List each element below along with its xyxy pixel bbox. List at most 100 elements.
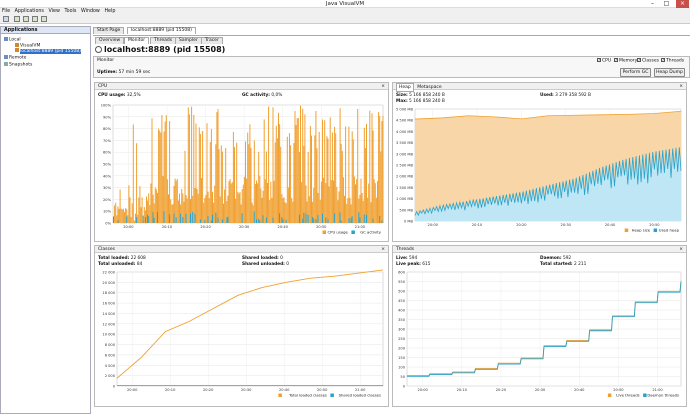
cpu-bar (204, 197, 206, 223)
cpu-bar (186, 198, 188, 223)
menu-applications[interactable]: Applications (14, 9, 44, 14)
perform-gc-button[interactable]: Perform GC (620, 68, 651, 77)
x-tick-label: 20:00 (127, 388, 138, 392)
cpu-bar (344, 195, 345, 223)
gc-bar (315, 219, 317, 223)
cpu-bar (312, 201, 314, 223)
menu-help[interactable]: Help (104, 9, 116, 14)
cpu-bar (302, 108, 304, 223)
cpu-bar (116, 215, 118, 223)
cpu-checkbox[interactable]: ✓CPU (597, 58, 612, 64)
gc-bar (298, 214, 300, 223)
x-tick-label: 20:00 (123, 225, 134, 229)
menu-window[interactable]: Window (80, 9, 100, 14)
add-coredump-icon[interactable] (41, 16, 47, 22)
tab-tracer[interactable]: Tracer (201, 37, 223, 44)
cpu-bar (351, 131, 353, 223)
cpu-bar (214, 185, 216, 223)
gc-bar (359, 217, 361, 223)
legend-swatch (624, 228, 629, 232)
heap-panel: Heap Metaspace × Size: 5 166 858 240 B U… (392, 82, 687, 242)
x-tick-label: 20:20 (496, 388, 507, 392)
add-snapshot-icon[interactable] (32, 16, 38, 22)
y-tick-label: 90% (103, 115, 112, 119)
cpu-bar (201, 178, 202, 223)
close-icon[interactable]: × (676, 0, 689, 8)
cpu-bar (358, 198, 360, 223)
cpu-bar (335, 133, 337, 223)
tree-item-visualvm[interactable]: VisualVM (15, 43, 40, 49)
add-host-icon[interactable] (23, 16, 29, 22)
view-tabs: Overview Monitor Threads Sampler Tracer (93, 35, 690, 44)
cpu-bar (239, 192, 241, 223)
gc-bar (282, 219, 284, 223)
y-tick-label: 300 (398, 328, 406, 332)
cpu-bar (347, 198, 349, 223)
add-jmx-icon[interactable] (14, 16, 20, 22)
x-tick-label: 20:10 (165, 388, 176, 392)
gc-bar (322, 213, 323, 223)
cpu-bar (320, 181, 322, 223)
cpu-bar (232, 131, 234, 223)
tree-item-snapshots[interactable]: Snapshots (4, 62, 32, 68)
close-icon[interactable]: × (679, 84, 683, 89)
cpu-bar (377, 181, 378, 223)
menu-view[interactable]: View (48, 9, 60, 14)
live-peak-stat: Live peak: 615 (396, 262, 431, 267)
maximize-icon[interactable]: □ (663, 0, 670, 7)
menu-tools[interactable]: Tools (64, 9, 77, 14)
shared-unloaded-stat: Shared unloaded: 0 (242, 262, 289, 267)
heap-dump-button[interactable]: Heap Dump (654, 68, 685, 77)
x-tick-label: 20:40 (278, 225, 289, 229)
minimize-icon[interactable]: – (651, 0, 654, 7)
heap-size-line (414, 110, 682, 120)
gc-bar (334, 213, 336, 223)
x-tick-label: 20:00 (417, 388, 428, 392)
applications-header: Applications (1, 27, 90, 34)
tree-item-remote[interactable]: Remote (4, 55, 26, 61)
gc-bar (207, 216, 209, 223)
cpu-bar (341, 151, 343, 223)
cpu-bar (361, 193, 363, 223)
cpu-bar (179, 193, 180, 223)
tab-sampler[interactable]: Sampler (175, 37, 202, 44)
cpu-bar (334, 126, 336, 223)
cpu-bar (125, 208, 127, 223)
tab-start-page[interactable]: Start Page (93, 27, 125, 34)
tab-monitor[interactable]: Monitor (124, 37, 150, 44)
menu-file[interactable]: File (2, 9, 11, 14)
tree-item-localhost[interactable]: localhost:8889 (pid 15508) (15, 48, 81, 54)
cpu-bar (370, 202, 372, 223)
classes-checkbox[interactable]: ✓Classes (637, 58, 659, 64)
close-icon[interactable]: × (381, 247, 385, 252)
threads-checkbox[interactable]: ✓Threads (661, 58, 685, 64)
tab-heap[interactable]: Heap (396, 83, 414, 92)
cpu-bar (337, 200, 339, 223)
cpu-bar (183, 201, 185, 223)
gc-bar (348, 218, 350, 223)
tab-overview[interactable]: Overview (95, 37, 125, 44)
open-icon[interactable] (3, 16, 9, 22)
tab-metaspace[interactable]: Metaspace (417, 85, 442, 90)
cpu-bar (168, 194, 169, 223)
cpu-bar (272, 107, 274, 223)
tab-threads[interactable]: Threads (150, 37, 177, 44)
memory-checkbox[interactable]: ✓Memory (614, 58, 638, 64)
cpu-bar (231, 182, 233, 223)
tree-item-local[interactable]: Local (4, 37, 21, 43)
close-icon[interactable]: × (679, 247, 683, 252)
cpu-bar (209, 142, 211, 223)
cpu-bar (176, 178, 178, 223)
x-tick-label: 20:30 (241, 388, 252, 392)
y-tick-label: 100 (398, 366, 406, 370)
legend-label: CPU usage (328, 230, 349, 235)
close-icon[interactable]: × (381, 84, 385, 89)
cpu-bar (208, 198, 210, 223)
cpu-bar (298, 151, 300, 223)
gc-bar (265, 217, 267, 223)
cpu-bar (229, 179, 231, 223)
daemon-threads-stat: Daemon: 592 (540, 256, 572, 261)
gc-bar (327, 219, 329, 223)
legend-swatch (643, 393, 647, 397)
tab-localhost[interactable]: localhost:8889 (pid 15508) (127, 27, 196, 34)
